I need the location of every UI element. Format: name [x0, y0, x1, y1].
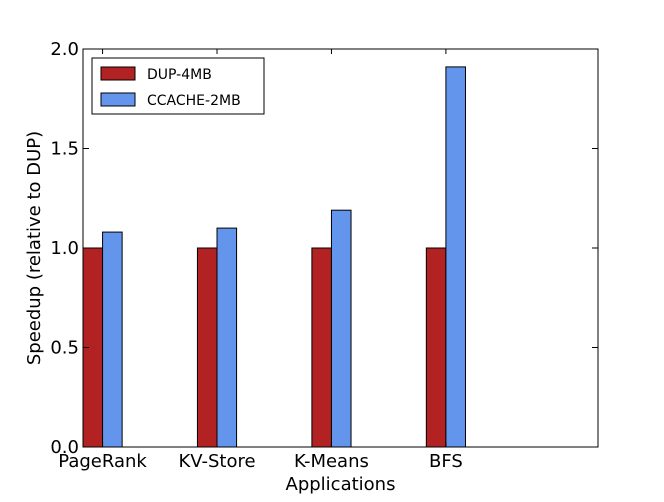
- y-tick-label: 0.0: [50, 437, 79, 458]
- y-tick-label: 0.5: [50, 338, 79, 359]
- y-tick-label: 1.0: [50, 238, 79, 259]
- bar-ccache-2mb-bfs: [445, 66, 466, 448]
- bar-ccache-2mb-k-means: [330, 209, 352, 448]
- y-tick-label: 1.5: [50, 139, 79, 160]
- ticks-layer: [83, 48, 598, 448]
- bars-layer: [82, 66, 466, 448]
- bar-dup-4mb-bfs: [425, 247, 447, 448]
- legend-swatch-ccache-2mb: [100, 92, 136, 107]
- legend-label-ccache-2mb: CCACHE-2MB: [147, 93, 241, 109]
- x-tick-label: KV-Store: [178, 451, 255, 472]
- bar-ccache-2mb-kv-store: [216, 227, 238, 448]
- labels-layer: PageRank KV-Store K-Means BFS 0.0 0.5 1.0 1.5 2.…: [50, 39, 462, 472]
- bar-ccache-2mb-pagerank: [102, 231, 123, 448]
- x-axis-title: Applications: [286, 474, 396, 495]
- x-tick-label: K-Means: [294, 451, 369, 472]
- legend-swatch-dup-4mb: [100, 66, 136, 81]
- x-tick-label: BFS: [429, 451, 463, 472]
- legend-label-dup-4mb: DUP-4MB: [147, 67, 212, 83]
- y-axis-title: Speedup (relative to DUP): [24, 131, 45, 365]
- legend: DUP-4MB CCACHE-2MB: [91, 57, 265, 115]
- bar-dup-4mb-kv-store: [196, 247, 218, 448]
- bar-dup-4mb-k-means: [311, 247, 332, 448]
- x-tick-label: PageRank: [58, 451, 147, 472]
- y-tick-label: 2.0: [50, 39, 79, 60]
